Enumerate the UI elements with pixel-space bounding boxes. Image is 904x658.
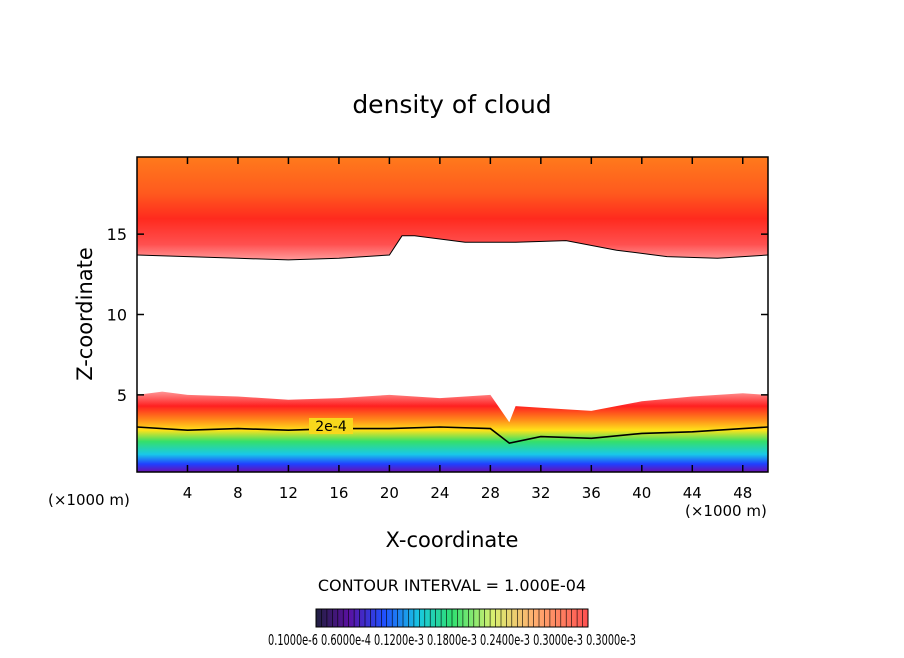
y-ticks: 5 10 15 [107, 225, 768, 405]
x-ticks: 4 8 12 16 20 24 28 32 36 40 44 48 [183, 157, 752, 502]
contour-label: 2e-4 [315, 419, 347, 435]
x-axis-label: X-coordinate [386, 528, 519, 552]
x-tick-label: 44 [683, 484, 702, 502]
x-tick-label: 24 [430, 484, 449, 502]
contour-interval-text: CONTOUR INTERVAL = 1.000E-04 [318, 576, 586, 595]
x-tick-label: 12 [279, 484, 298, 502]
x-tick-label: 32 [531, 484, 550, 502]
y-tick-label: 15 [107, 225, 127, 244]
y-tick-label: 5 [117, 386, 127, 405]
x-tick-label: 4 [183, 484, 193, 502]
colorbar-dividers [321, 609, 583, 627]
x-unit-note-left: (×1000 m) [48, 491, 130, 509]
upper-cloud-layer [137, 157, 768, 260]
y-tick-label: 10 [107, 306, 127, 325]
contour-2e-4 [137, 426, 768, 444]
x-tick-label: 16 [329, 484, 348, 502]
x-unit-note-right: (×1000 m) [685, 502, 767, 520]
x-tick-label: 48 [733, 484, 752, 502]
lower-cloud-layer [137, 391, 768, 472]
colorbar-labels: 0.1000e-6 0.6000e-4 0.1200e-3 0.1800e-3 … [268, 631, 636, 649]
x-tick-label: 36 [582, 484, 601, 502]
x-tick-label: 40 [632, 484, 651, 502]
x-tick-label: 20 [380, 484, 399, 502]
x-tick-label: 28 [481, 484, 500, 502]
y-axis-label: Z-coordinate [73, 247, 97, 381]
chart-title: density of cloud [352, 90, 551, 119]
contour-label-bg [309, 418, 353, 434]
plot-fills [137, 157, 768, 472]
upper-boundary-contour [137, 235, 768, 261]
x-tick-label: 8 [233, 484, 243, 502]
